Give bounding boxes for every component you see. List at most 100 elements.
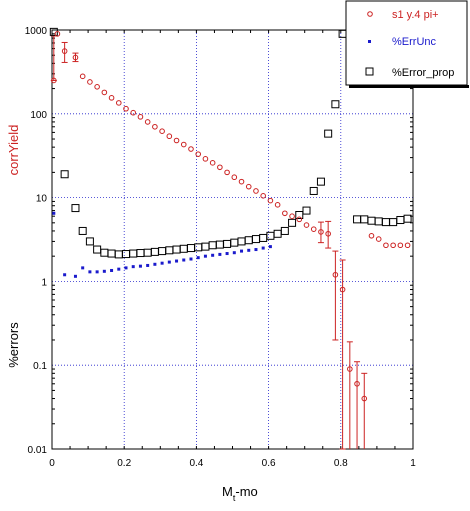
err-unc-point — [240, 249, 244, 253]
yield-point — [137, 114, 144, 120]
legend-label-yield: s1 y.4 pi+ — [392, 9, 439, 21]
yield-point — [159, 128, 165, 134]
err-unc-point — [247, 248, 251, 252]
err-unc-point — [189, 257, 193, 261]
yield-point — [325, 230, 331, 237]
yield-point — [347, 366, 353, 372]
error-prop-point — [309, 186, 318, 195]
error-prop-point — [403, 214, 412, 223]
y-tick-label: 10 — [36, 194, 48, 205]
error-prop-point — [172, 245, 181, 254]
err-unc-point — [110, 268, 114, 272]
err-unc-point — [196, 256, 200, 260]
error-prop-point — [223, 239, 232, 248]
err-unc-point — [117, 267, 121, 271]
error-prop-point — [288, 218, 297, 227]
yield-point — [209, 160, 216, 166]
error-prop-point — [78, 226, 87, 235]
err-unc-point — [167, 260, 171, 264]
error-prop-point — [381, 218, 390, 227]
error-prop-point — [295, 210, 304, 219]
yield-point — [72, 54, 79, 61]
yield-point — [361, 395, 368, 402]
yield-point — [354, 380, 360, 387]
error-prop-point — [389, 218, 398, 227]
error-prop-point — [143, 248, 152, 257]
error-prop-point — [244, 236, 253, 245]
error-prop-point — [316, 177, 325, 186]
yield-point — [188, 146, 194, 152]
yield-point — [101, 89, 108, 96]
yield-point — [61, 48, 68, 54]
yield-point — [274, 202, 281, 208]
legend-marker-yield — [367, 11, 373, 17]
y-axis-label-lower: %errors — [6, 322, 21, 368]
yield-point — [152, 123, 158, 130]
legend: s1 y.4 pi+ %ErrUnc %Error_prop — [345, 0, 469, 88]
yield-point — [123, 105, 129, 112]
error-prop-point — [331, 100, 340, 109]
x-tick-label: 0.8 — [334, 458, 348, 469]
err-unc-point — [88, 270, 92, 274]
x-axis-label: Mt-mo — [222, 484, 258, 503]
yield-point — [383, 242, 389, 249]
yield-point — [267, 197, 274, 204]
error-prop-point — [215, 240, 224, 249]
err-unc-point — [102, 269, 106, 273]
yield-point — [397, 242, 404, 249]
error-prop-point — [360, 215, 369, 224]
err-unc-point — [225, 252, 229, 256]
yield-point — [54, 31, 61, 37]
error-prop-point — [324, 129, 333, 138]
error-prop-point — [186, 244, 195, 253]
error-prop-point — [396, 216, 405, 225]
err-unc-point — [175, 259, 179, 263]
error-prop-point — [374, 217, 383, 226]
error-prop-point — [179, 244, 188, 253]
yield-point — [144, 119, 151, 125]
error-prop-point — [122, 250, 131, 259]
y-tick-label: 1000 — [25, 26, 48, 37]
yield-point — [339, 286, 346, 293]
error-prop-point — [194, 243, 203, 252]
err-unc-point — [218, 252, 222, 256]
error-prop-point — [129, 249, 138, 258]
y-tick-label: 1 — [41, 277, 47, 288]
x-axis-label-subscript: t — [233, 493, 236, 503]
yield-point — [260, 193, 266, 199]
yield-point — [390, 242, 396, 249]
yield-point — [173, 137, 180, 144]
error-prop-point — [114, 250, 123, 259]
error-prop-point — [302, 206, 311, 215]
grid-lines — [52, 30, 413, 449]
x-tick-label: 0.6 — [262, 458, 276, 469]
yield-point — [108, 95, 115, 101]
data-marks — [49, 27, 412, 450]
yield-point — [303, 222, 310, 228]
error-prop-point — [237, 237, 246, 246]
err-unc-point — [95, 270, 99, 274]
yield-point — [245, 183, 252, 190]
error-prop-point — [280, 226, 289, 235]
yield-point — [79, 73, 86, 80]
error-prop-point — [230, 238, 239, 247]
err-unc-point — [261, 246, 265, 250]
error-prop-point — [93, 245, 102, 254]
yield-point — [94, 83, 100, 90]
yield-point — [282, 210, 288, 217]
error-prop-point — [259, 233, 268, 242]
err-unc-point — [73, 274, 77, 278]
yield-point — [217, 164, 223, 171]
legend-label-errprop: %Error_prop — [392, 67, 454, 79]
y-axis-label-upper: corrYield — [6, 125, 21, 176]
yield-point — [238, 178, 245, 185]
error-prop-point — [60, 170, 69, 179]
yield-point — [231, 174, 238, 181]
err-unc-point — [81, 266, 85, 270]
yield-point — [368, 233, 375, 239]
error-prop-point — [165, 246, 174, 255]
yield-point — [318, 229, 324, 235]
yield-point — [87, 79, 93, 85]
yield-point — [51, 77, 57, 84]
